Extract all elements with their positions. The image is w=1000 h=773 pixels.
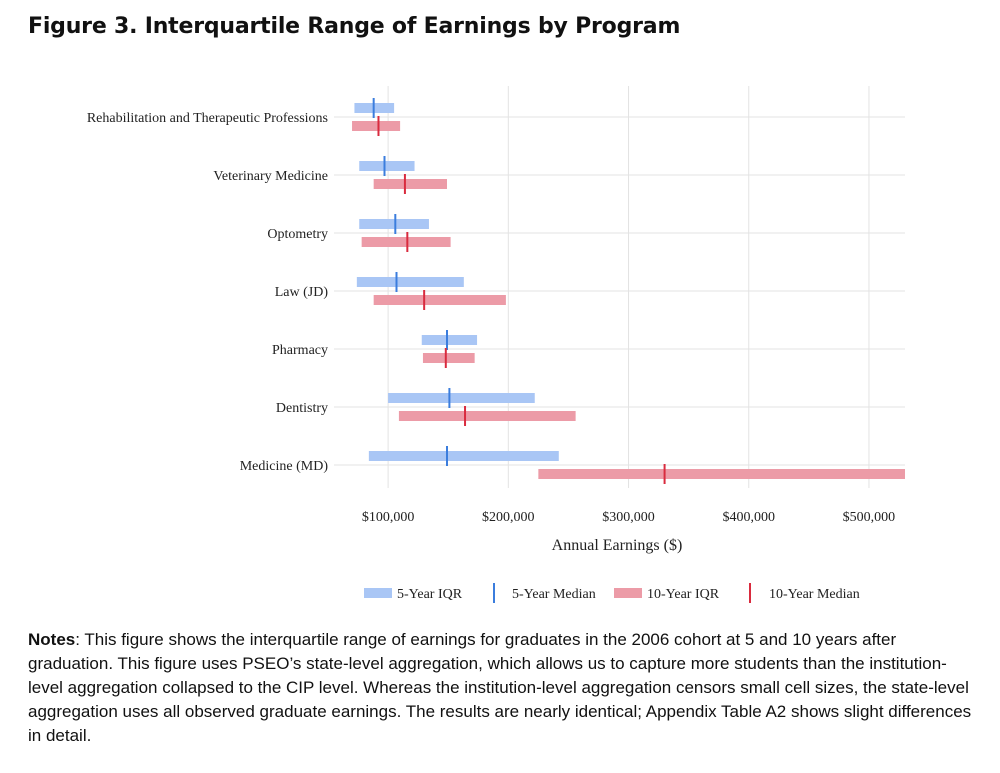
bar-layer: [352, 98, 905, 484]
5-year-iqr-bar-medicine-md: [368, 451, 559, 461]
x-axis-title: Annual Earnings ($): [552, 537, 683, 554]
x-tick-label: $500,000: [843, 510, 896, 525]
grid-layer: [334, 86, 905, 488]
category-label-pharmacy: Pharmacy: [272, 343, 328, 358]
category-label-rehabilitation-and-therapeutic-professions: Rehabilitation and Therapeutic Professio…: [87, 111, 328, 126]
chart: $100,000 $200,000 $300,000 $400,000 $500,000…: [87, 86, 905, 603]
category-label-law-jd: Law (JD): [275, 285, 329, 300]
x-tick-label: $200,000: [482, 510, 535, 525]
category-label-dentistry: Dentistry: [276, 401, 328, 416]
x-tick-label: $300,000: [602, 510, 655, 525]
x-tick-label: $400,000: [722, 510, 775, 525]
10-year-iqr-bar-medicine-md: [538, 469, 905, 479]
5-year-iqr-bar-veterinary-medicine: [359, 161, 415, 171]
figure-title: Figure 3. Interquartile Range of Earning…: [28, 14, 681, 39]
5-year-iqr-bar-dentistry: [388, 393, 535, 403]
5-year-iqr-bar-optometry: [359, 219, 429, 229]
legend-label-5-year-iqr: 5-Year IQR: [397, 587, 463, 602]
legend-swatch-5-year-iqr: [364, 588, 392, 598]
10-year-iqr-bar-veterinary-medicine: [373, 179, 447, 189]
10-year-iqr-bar-pharmacy: [422, 353, 475, 363]
category-label-optometry: Optometry: [267, 227, 328, 242]
category-label-medicine-md: Medicine (MD): [240, 459, 329, 474]
10-year-iqr-bar-optometry: [361, 237, 451, 247]
figure-notes: Notes: This figure shows the interquarti…: [28, 628, 978, 748]
category-label-veterinary-medicine: Veterinary Medicine: [213, 169, 328, 184]
5-year-iqr-bar-law-jd: [356, 277, 464, 287]
legend-label-10-year-median: 10-Year Median: [769, 587, 860, 602]
legend-label-10-year-iqr: 10-Year IQR: [647, 587, 720, 602]
notes-label: Notes: [28, 630, 76, 649]
label-layer: $100,000 $200,000 $300,000 $400,000 $500,000…: [87, 111, 895, 525]
10-year-iqr-bar-rehabilitation-and-therapeutic-professions: [352, 121, 401, 131]
legend: 5-Year IQR 5-Year Median 10-Year IQR 10-Yea…: [364, 583, 860, 603]
x-tick-label: $100,000: [362, 510, 415, 525]
legend-swatch-10-year-iqr: [614, 588, 642, 598]
5-year-iqr-bar-pharmacy: [421, 335, 478, 345]
notes-text: : This figure shows the interquartile ra…: [28, 630, 972, 745]
10-year-iqr-bar-dentistry: [398, 411, 576, 421]
legend-label-5-year-median: 5-Year Median: [512, 587, 596, 602]
10-year-iqr-bar-law-jd: [373, 295, 506, 305]
